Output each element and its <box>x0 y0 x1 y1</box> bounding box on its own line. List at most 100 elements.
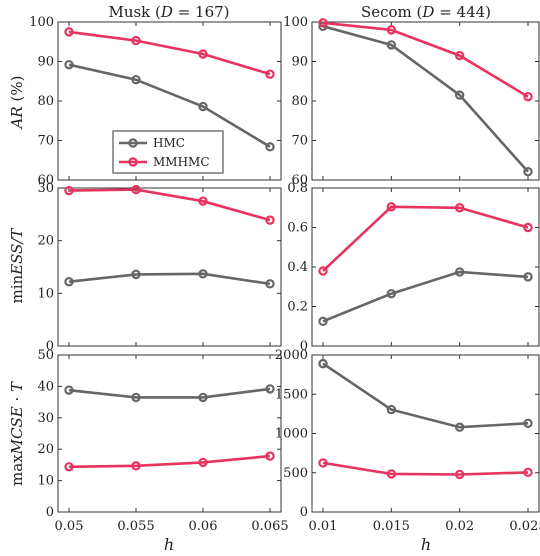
point-hmc <box>131 392 141 403</box>
y-tick-label: 0 <box>46 505 54 520</box>
point-mmhmc <box>454 50 465 61</box>
legend-marker-mmhmc <box>128 157 138 167</box>
series-line-mmhmc <box>322 461 529 476</box>
legend-entry-mmhmc: MMHMC <box>119 155 210 169</box>
axes-frame <box>57 187 282 347</box>
x-tick-label: 0.02 <box>445 519 474 534</box>
series-line-hmc <box>68 387 271 399</box>
series-line-mmhmc <box>68 30 271 76</box>
point-mmhmc <box>318 266 328 276</box>
xlabel-left: h <box>164 535 174 554</box>
y-tick-label: 1000 <box>275 427 308 442</box>
axes-frame <box>311 187 540 347</box>
y-tick-label: 20 <box>37 234 54 249</box>
series-line-mmhmc <box>68 454 271 469</box>
point-hmc <box>318 358 328 369</box>
point-mmhmc <box>523 91 533 102</box>
y-tick-label: 100 <box>283 15 308 30</box>
y-tick-label: 50 <box>37 348 54 363</box>
y-tick-label: 100 <box>29 15 54 30</box>
point-mmhmc <box>198 196 208 206</box>
point-hmc <box>523 418 533 428</box>
point-hmc <box>318 316 328 327</box>
point-mmhmc <box>131 35 141 46</box>
y-tick-label: 0 <box>300 505 308 520</box>
point-hmc <box>454 422 465 432</box>
point-mmhmc <box>131 184 141 195</box>
panel-musk-ess: 0 10 20 30 <box>37 181 282 354</box>
point-mmhmc <box>523 467 533 478</box>
point-hmc <box>198 101 208 112</box>
y-tick-label: 0 <box>300 339 308 354</box>
ylabel-ar: AR (%) <box>8 76 26 131</box>
y-tick-label: 0.4 <box>287 260 308 275</box>
y-tick-label: 0.6 <box>287 221 308 236</box>
y-tick-label: 90 <box>291 55 308 70</box>
point-hmc <box>454 90 465 100</box>
y-tick-label: 40 <box>37 379 54 394</box>
point-hmc <box>386 40 397 50</box>
y-tick-label: 10 <box>37 474 54 489</box>
point-hmc <box>64 59 74 70</box>
legend-label-mmhmc: MMHMC <box>153 155 210 169</box>
point-hmc <box>386 404 397 415</box>
legend: HMC MMHMC <box>112 130 224 174</box>
point-hmc <box>386 288 397 299</box>
x-tick-label: 0.025 <box>509 519 540 534</box>
x-tick-label: 0.055 <box>117 519 154 534</box>
y-tick-label: 1500 <box>275 387 308 402</box>
series-line-mmhmc <box>68 188 271 222</box>
point-mmhmc <box>454 203 465 213</box>
point-hmc <box>131 269 141 280</box>
point-mmhmc <box>318 18 328 28</box>
point-mmhmc <box>265 215 275 225</box>
point-hmc <box>454 267 465 277</box>
series-line-mmhmc <box>322 21 529 98</box>
panels: 6070809010060708090100010203000.20.40.60… <box>29 15 540 534</box>
point-mmhmc <box>454 469 465 480</box>
legend-marker-hmc <box>128 138 138 148</box>
point-hmc <box>265 142 275 152</box>
series-line-hmc <box>68 63 271 148</box>
y-tick-label: 80 <box>291 94 308 109</box>
y-tick-label: 70 <box>37 134 54 149</box>
point-hmc <box>318 21 328 32</box>
point-mmhmc <box>265 451 275 461</box>
y-tick-label: 80 <box>37 94 54 109</box>
point-mmhmc <box>386 469 397 479</box>
series-line-hmc <box>322 362 529 429</box>
y-tick-label: 0 <box>46 339 54 354</box>
y-tick-label: 0.2 <box>287 300 308 315</box>
point-mmhmc <box>318 458 328 468</box>
point-hmc <box>64 277 74 287</box>
point-hmc <box>198 392 208 403</box>
panel-secom-ess: 0 0.2 0.4 0.6 0.8 <box>287 181 540 354</box>
y-tick-label: 500 <box>283 466 308 481</box>
y-tick-label: 90 <box>37 55 54 70</box>
point-hmc <box>265 279 275 289</box>
series-line-hmc <box>322 270 529 323</box>
point-hmc <box>64 385 74 395</box>
axes-frame <box>57 354 282 513</box>
panel-secom-ar: 60 70 80 90 100 <box>283 15 540 188</box>
point-mmhmc <box>198 49 208 59</box>
y-tick-label: 20 <box>37 442 54 457</box>
panel-secom-mcse: 0 500 1000 1500 2000 0.01 0.015 0.02 0.025 <box>275 348 540 534</box>
panel-musk-ar: 60 70 80 90 100 <box>29 15 282 188</box>
axes-frame <box>311 21 540 181</box>
y-tick-label: 60 <box>37 173 54 188</box>
y-tick-label: 60 <box>291 173 308 188</box>
point-hmc <box>265 384 275 394</box>
series-line-hmc <box>322 25 529 173</box>
x-tick-label: 0.01 <box>309 519 338 534</box>
point-mmhmc <box>64 27 74 37</box>
series-line-mmhmc <box>322 205 529 272</box>
point-hmc <box>523 167 533 177</box>
legend-entry-hmc: HMC <box>119 136 185 150</box>
x-tick-label: 0.065 <box>251 519 288 534</box>
point-mmhmc <box>64 185 74 196</box>
point-hmc <box>523 272 533 282</box>
y-tick-label: 30 <box>37 411 54 426</box>
point-mmhmc <box>64 462 74 472</box>
